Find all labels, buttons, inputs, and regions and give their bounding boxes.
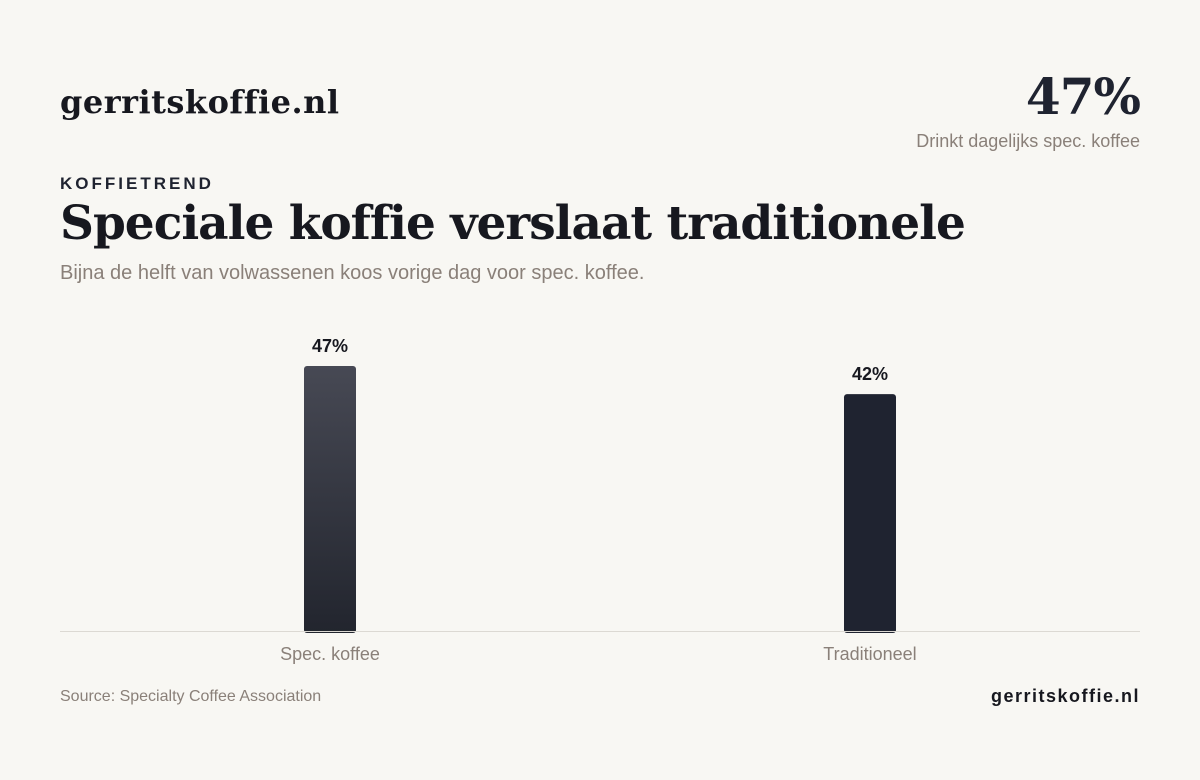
eyebrow-label: KOFFIETREND <box>60 174 214 193</box>
brand-logo: gerritskoffie.nl <box>60 83 340 121</box>
kpi-value: 47% <box>1025 67 1141 126</box>
chart-title: Speciale koffie verslaat traditionele <box>60 196 966 251</box>
bar-spec-koffee <box>304 366 356 633</box>
kpi-callout: 47% Drinkt dagelijks spec. koffee <box>916 67 1141 151</box>
bar-value-label: 47% <box>312 336 348 356</box>
category-label: Traditioneel <box>823 644 916 664</box>
kpi-caption: Drinkt dagelijks spec. koffee <box>916 131 1140 151</box>
bar-value-label: 42% <box>852 364 888 384</box>
bar-traditioneel <box>844 394 896 633</box>
source-note: Source: Specialty Coffee Association <box>60 688 322 705</box>
chart-subtitle: Bijna de helft van volwassenen koos vori… <box>60 262 645 284</box>
footer-brand: gerritskoffie.nl <box>990 686 1140 706</box>
category-label: Spec. koffee <box>280 644 380 664</box>
